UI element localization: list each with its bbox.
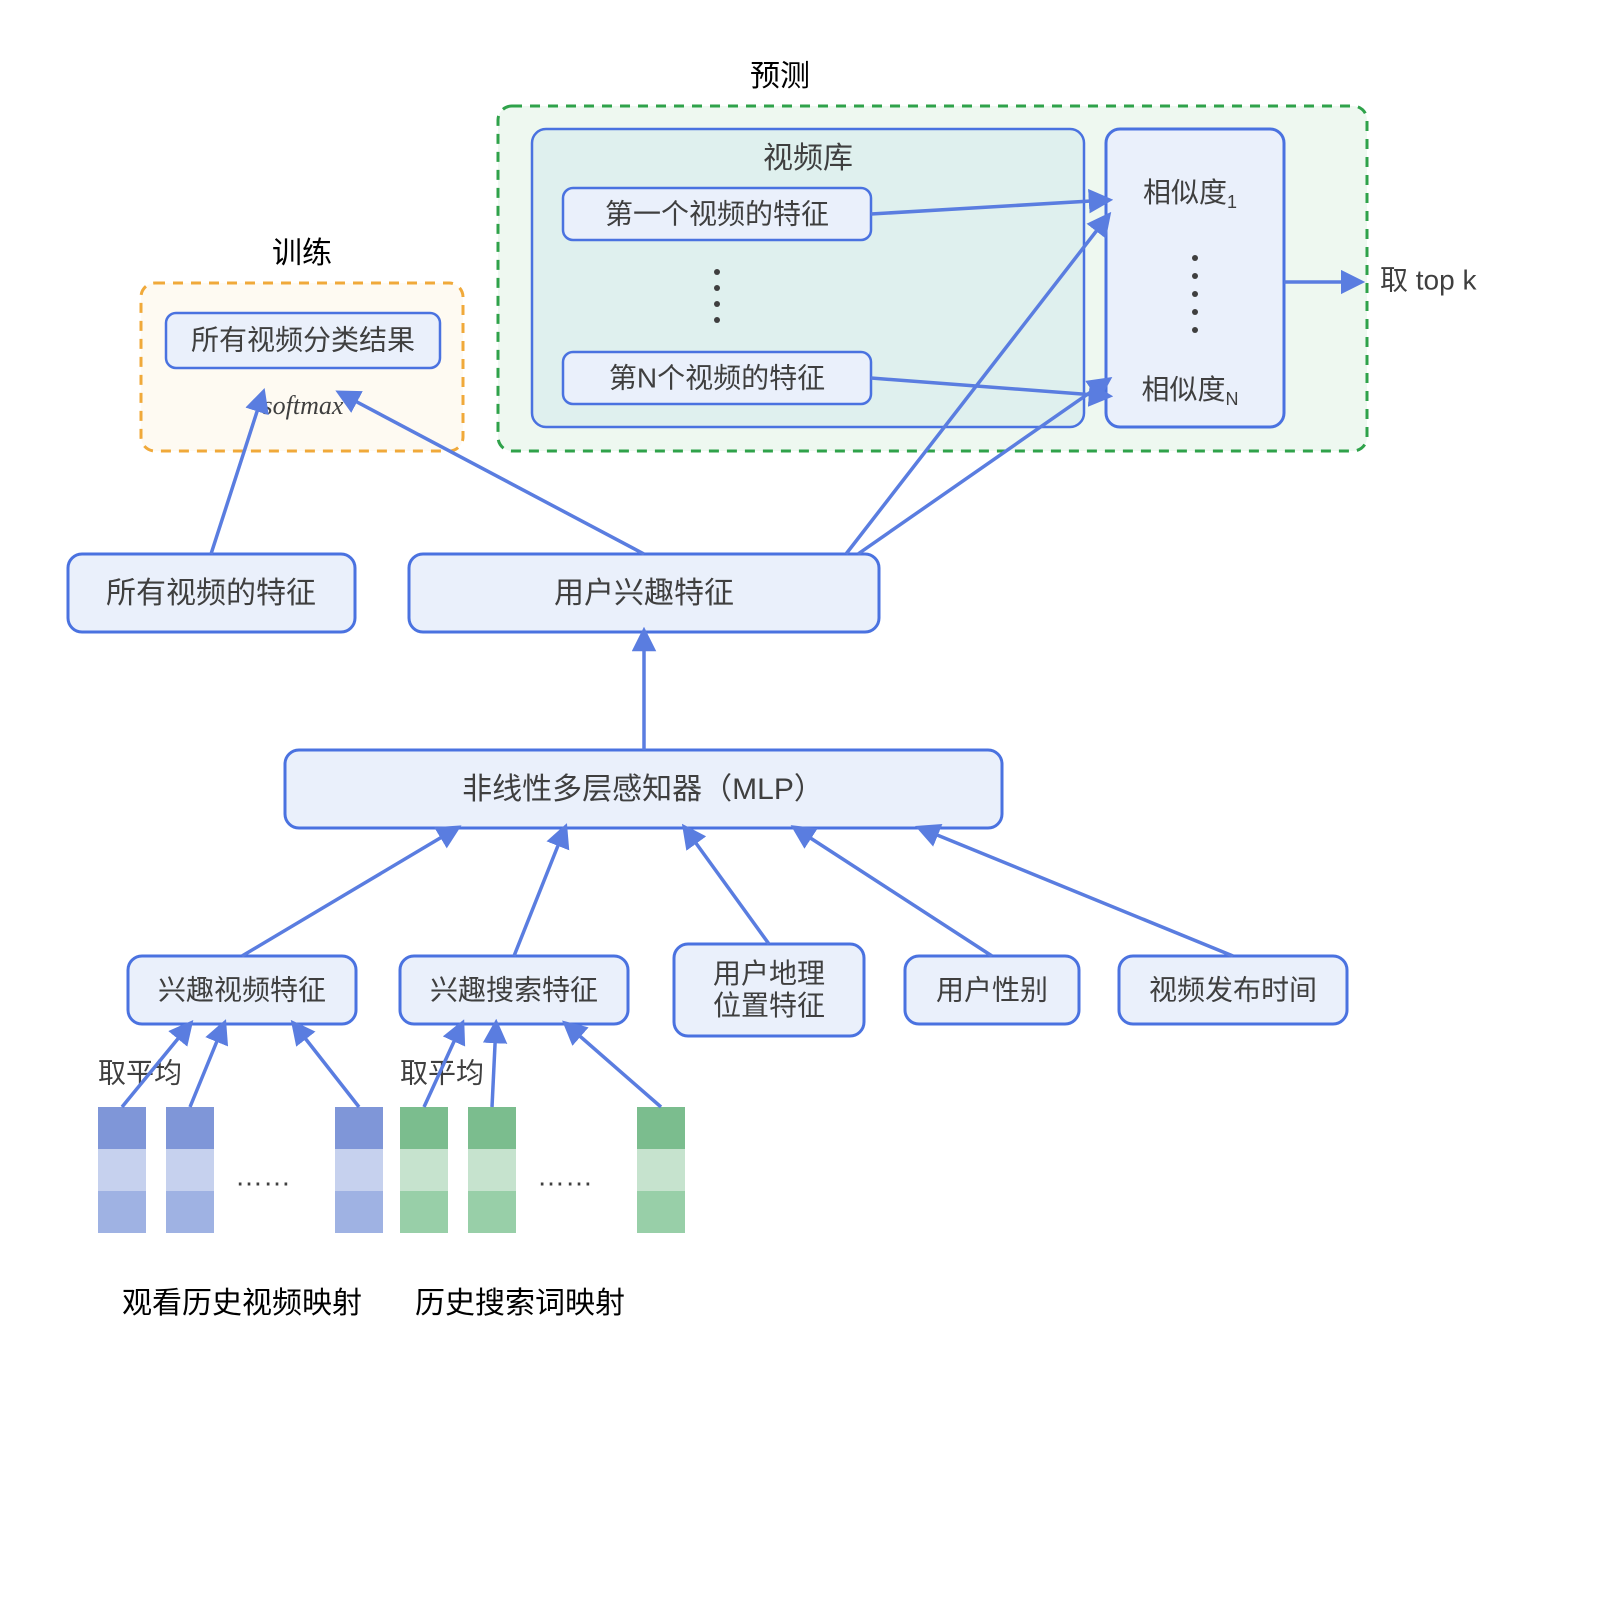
f-gender-label: 用户性别 (936, 974, 1048, 1005)
all-video-class-label: 所有视频分类结果 (191, 324, 415, 355)
train-title: 训练 (272, 237, 332, 270)
sim-1-label: 相似度1 (1143, 177, 1237, 211)
emb-search-label: 历史搜索词映射 (415, 1287, 625, 1320)
f-search-label: 兴趣搜索特征 (430, 974, 598, 1005)
f-video-label: 兴趣视频特征 (158, 974, 326, 1005)
video-feat-n-label: 第N个视频的特征 (609, 362, 825, 393)
all-video-feat-label: 所有视频的特征 (106, 577, 316, 610)
emb-ellipsis-1: …… (235, 1160, 291, 1191)
embedding-bars (98, 1107, 685, 1233)
f-geo-label: 用户地理位置特征 (713, 958, 825, 1021)
mlp-label: 非线性多层感知器（MLP） (462, 773, 824, 806)
f-pubtime-label: 视频发布时间 (1149, 974, 1317, 1005)
video-lib-title: 视频库 (763, 142, 853, 175)
emb-video-label: 观看历史视频映射 (122, 1287, 362, 1320)
softmax-label: softmax (263, 391, 344, 420)
emb-ellipsis-2: …… (537, 1160, 593, 1191)
predict-title: 预测 (750, 60, 810, 93)
avg-label-2: 取平均 (400, 1057, 484, 1088)
sim-n-label: 相似度N (1141, 374, 1238, 408)
topk-label: 取 top k (1380, 264, 1477, 295)
video-feat-1-label: 第一个视频的特征 (605, 198, 829, 229)
diagram-root: 训练 预测 视频库 第一个视频的特征 第N个视频的特征 相似度1 相似度N 取 … (0, 0, 1618, 1597)
user-interest-label: 用户兴趣特征 (554, 577, 734, 610)
